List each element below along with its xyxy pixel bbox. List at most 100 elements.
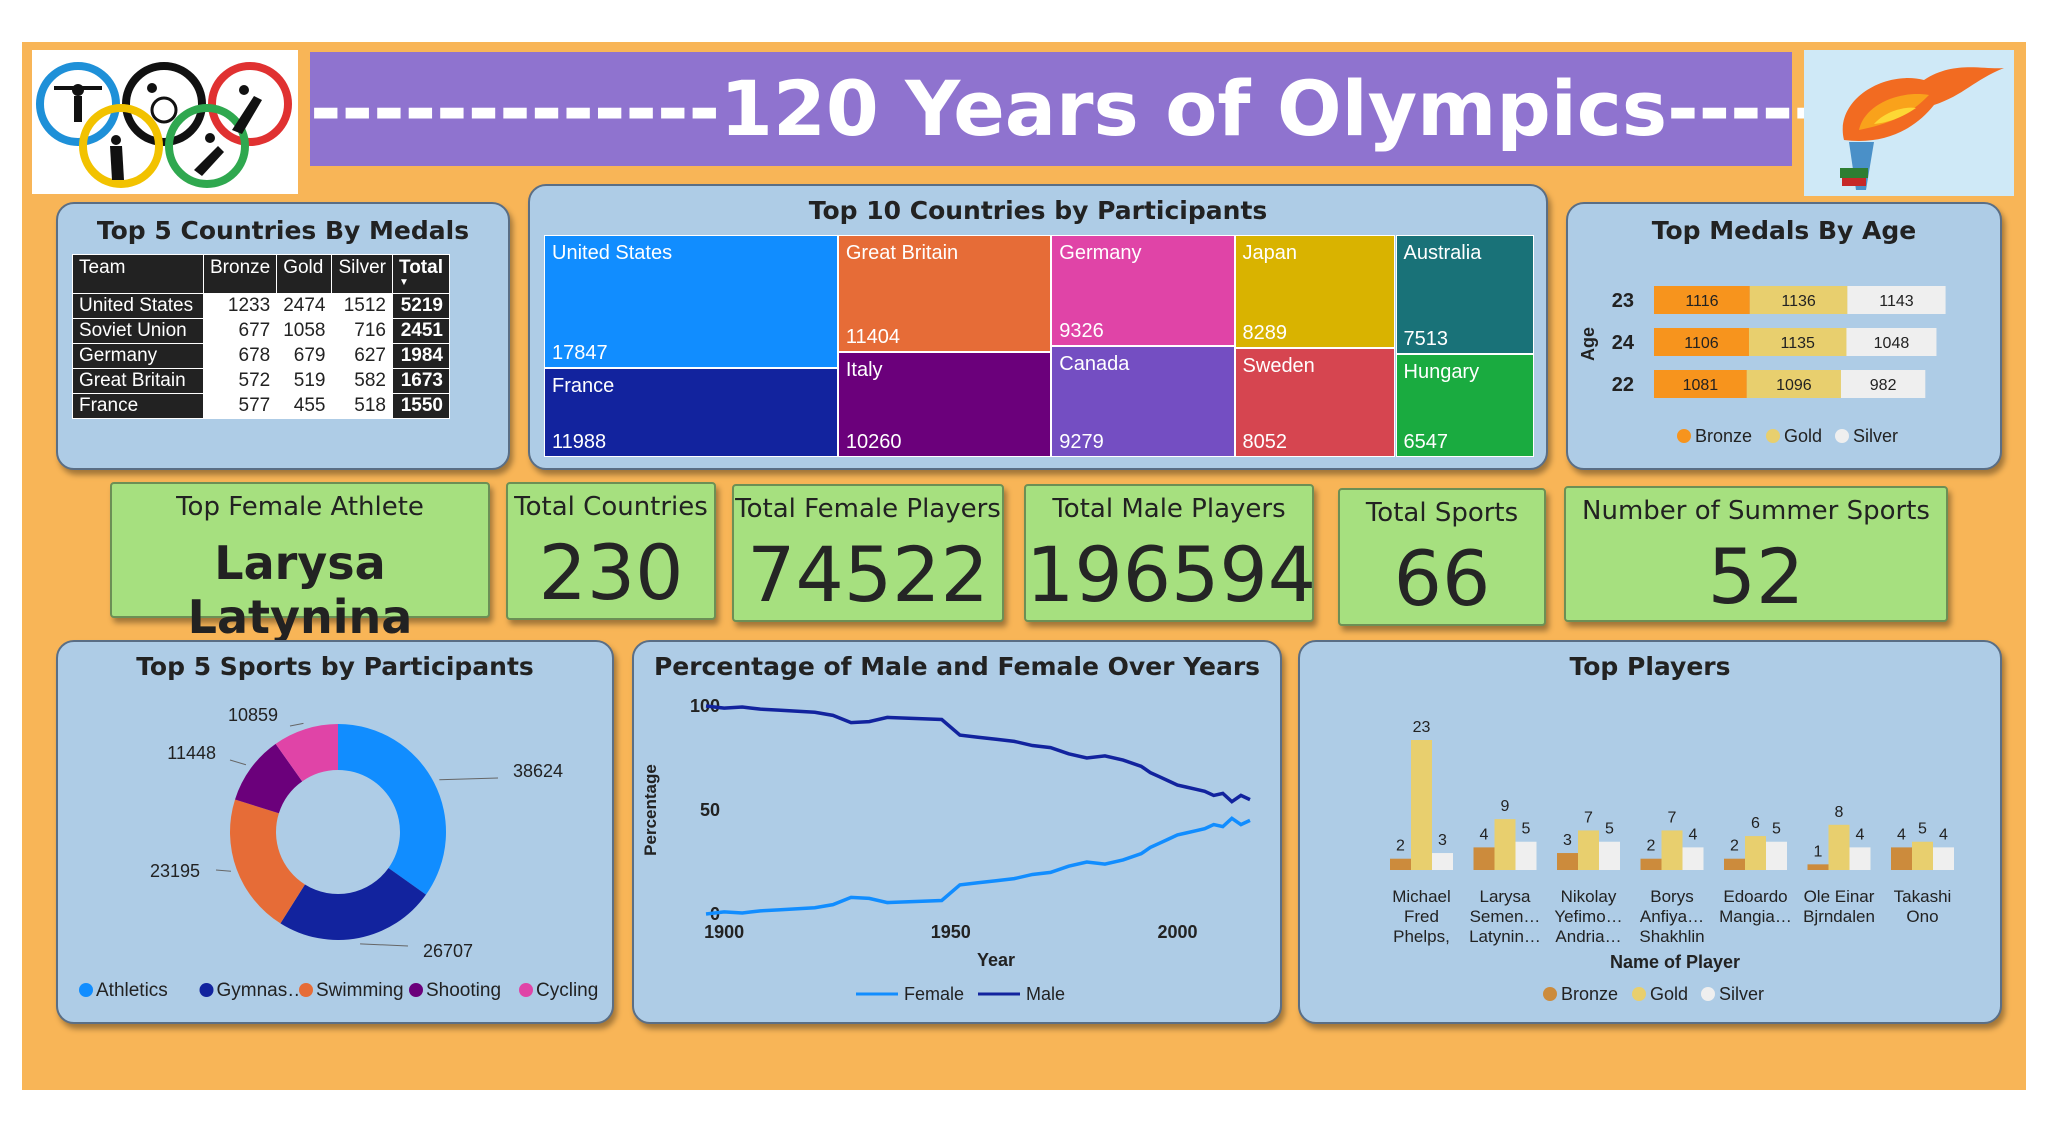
column-header-gold[interactable]: Gold xyxy=(276,254,333,294)
column-header-bronze[interactable]: Bronze xyxy=(202,254,278,294)
bar-gold-24[interactable] xyxy=(1748,328,1847,356)
legend-marker-athletics xyxy=(79,983,93,997)
bar-gold-edoardo-mangia[interactable] xyxy=(1745,836,1766,870)
bar-gold-22[interactable] xyxy=(1746,370,1841,398)
legend-marker-swimming xyxy=(299,983,313,997)
cell-team: United States xyxy=(72,293,204,319)
treemap-cell-italy[interactable]: Italy 10260 xyxy=(837,351,1052,457)
treemap-cell-australia[interactable]: Australia 7513 xyxy=(1395,235,1534,354)
treemap-cell-value: 10260 xyxy=(845,430,902,453)
age-medals-title: Top Medals By Age xyxy=(1651,216,1917,245)
bar-gold-23[interactable] xyxy=(1749,286,1848,314)
donut-slice-gymnas[interactable] xyxy=(280,867,426,940)
top-female-athlete-card: Top Female Athlete Larysa Latynina xyxy=(110,482,490,644)
treemap-cell-united-states[interactable]: United States 17847 xyxy=(544,235,838,368)
bar-silver-borys-anfiya-shakhlin[interactable] xyxy=(1682,847,1704,870)
bar-gold-michael-fred-phelps-ii[interactable] xyxy=(1411,740,1432,870)
age-medals-panel: Top Medals By Age Age 23 1116 1136 1143 24 110… xyxy=(1566,202,2002,470)
table-row: France 577 455 518 1550 xyxy=(72,393,450,419)
legend-label: Bronze xyxy=(1561,984,1618,1004)
bar-bronze-23[interactable] xyxy=(1654,286,1750,314)
bar-silver-ole-einar-bjrndalen[interactable] xyxy=(1849,847,1871,870)
treemap-cell-sweden[interactable]: Sweden 8052 xyxy=(1234,347,1396,457)
bar-bronze-24[interactable] xyxy=(1654,328,1749,356)
treemap-cell-japan[interactable]: Japan 8289 xyxy=(1234,235,1396,348)
kpi-label: Total Male Players xyxy=(1052,494,1286,524)
data-label: 8 xyxy=(1835,804,1844,821)
treemap-cell-value: 11988 xyxy=(552,430,607,453)
treemap-cell-great-britain[interactable]: Great Britain 11404 xyxy=(837,235,1052,352)
table-row: Soviet Union 677 1058 716 2451 xyxy=(72,318,450,344)
leader-line xyxy=(229,759,247,766)
bar-bronze-nikolay-yefimo-andria[interactable] xyxy=(1557,853,1578,870)
column-header-total[interactable]: Total ▼ xyxy=(392,254,450,294)
table-row: United States 1233 2474 1512 5219 xyxy=(72,293,450,319)
treemap-cell-value: 17847 xyxy=(552,341,608,364)
column-header-team[interactable]: Team xyxy=(72,254,204,294)
x-tick-label: 1950 xyxy=(931,922,971,942)
bar-bronze-ole-einar-bjrndalen[interactable] xyxy=(1807,864,1829,870)
cell-team: Germany xyxy=(72,343,204,369)
cell-gold: 679 xyxy=(276,343,333,369)
bar-gold-larysa-semen-latynin[interactable] xyxy=(1494,819,1516,870)
kpi-value: 66 xyxy=(1393,534,1491,623)
bar-bronze-takashi-ono[interactable] xyxy=(1891,847,1912,870)
legend-marker-shooting xyxy=(409,983,423,997)
treemap-cell-canada[interactable]: Canada 9279 xyxy=(1051,346,1235,457)
treemap-cell-germany[interactable]: Germany 9326 xyxy=(1051,235,1235,347)
bar-gold-nikolay-yefimo-andria[interactable] xyxy=(1578,830,1599,870)
table-row: Great Britain 572 519 582 1673 xyxy=(72,368,450,394)
bar-gold-takashi-ono[interactable] xyxy=(1912,841,1933,870)
data-label: 4 xyxy=(1856,826,1865,843)
line-series-female[interactable] xyxy=(705,816,1251,916)
bar-silver-michael-fred-phelps-ii[interactable] xyxy=(1432,853,1453,870)
data-label: 2 xyxy=(1647,838,1656,855)
treemap-cell-label: United States xyxy=(552,242,673,264)
bar-silver-22[interactable] xyxy=(1840,370,1926,398)
data-label: 38624 xyxy=(513,761,563,781)
legend-label: Shooting xyxy=(426,980,501,1001)
y-tick-label: 50 xyxy=(700,800,720,820)
legend-marker-silver xyxy=(1701,987,1715,1001)
treemap-cell-value: 7513 xyxy=(1403,327,1449,350)
column-header-silver[interactable]: Silver xyxy=(331,254,393,294)
bar-silver-24[interactable] xyxy=(1846,328,1937,356)
x-tick-label: Ono xyxy=(1906,907,1938,926)
treemap-cell-france[interactable]: France 11988 xyxy=(544,367,838,457)
x-tick-label: 1900 xyxy=(704,922,744,942)
sports-donut-panel: Top 5 Sports by Participants 38624 26707 2… xyxy=(56,640,614,1024)
cell-team: Great Britain xyxy=(72,368,204,394)
data-label: 4 xyxy=(1897,826,1906,843)
x-tick-label: Andria… xyxy=(1555,927,1621,946)
cell-total: 1984 xyxy=(392,343,450,369)
donut-slice-athletics[interactable] xyxy=(338,724,447,895)
donut-slice-shooting[interactable] xyxy=(235,743,303,814)
donut-slice-swimming[interactable] xyxy=(230,799,305,924)
treemap-cell-label: Great Britain xyxy=(845,242,959,264)
kpi-value: Larysa Latynina xyxy=(187,536,413,644)
treemap-cell-hungary[interactable]: Hungary 6547 xyxy=(1395,353,1534,457)
donut-slice-cycling[interactable] xyxy=(275,724,338,782)
treemap-cell-label: Japan xyxy=(1242,242,1298,264)
data-label: 1136 xyxy=(1781,293,1816,310)
bar-bronze-22[interactable] xyxy=(1654,370,1747,398)
bar-gold-ole-einar-bjrndalen[interactable] xyxy=(1828,824,1850,870)
bar-bronze-michael-fred-phelps-ii[interactable] xyxy=(1390,858,1411,870)
legend-marker-silver xyxy=(1835,429,1849,443)
bar-silver-nikolay-yefimo-andria[interactable] xyxy=(1599,841,1620,870)
bar-bronze-edoardo-mangia[interactable] xyxy=(1724,858,1745,870)
bar-bronze-larysa-semen-latynin[interactable] xyxy=(1473,847,1495,870)
x-tick-label: Ole Einar xyxy=(1804,887,1875,906)
legend-label: Female xyxy=(904,984,964,1004)
bar-silver-23[interactable] xyxy=(1847,286,1946,314)
summer-sports-card: Number of Summer Sports 52 xyxy=(1564,486,1948,622)
olympic-torch-image xyxy=(1804,50,2014,196)
treemap-cell-label: Australia xyxy=(1403,242,1482,264)
bar-gold-borys-anfiya-shakhlin[interactable] xyxy=(1661,830,1683,870)
bar-silver-larysa-semen-latynin[interactable] xyxy=(1515,841,1537,870)
bar-bronze-borys-anfiya-shakhlin[interactable] xyxy=(1640,858,1662,870)
bar-silver-takashi-ono[interactable] xyxy=(1933,847,1954,870)
bar-silver-edoardo-mangia[interactable] xyxy=(1766,841,1787,870)
legend-marker-gold xyxy=(1766,429,1780,443)
line-series-male[interactable] xyxy=(705,704,1251,804)
